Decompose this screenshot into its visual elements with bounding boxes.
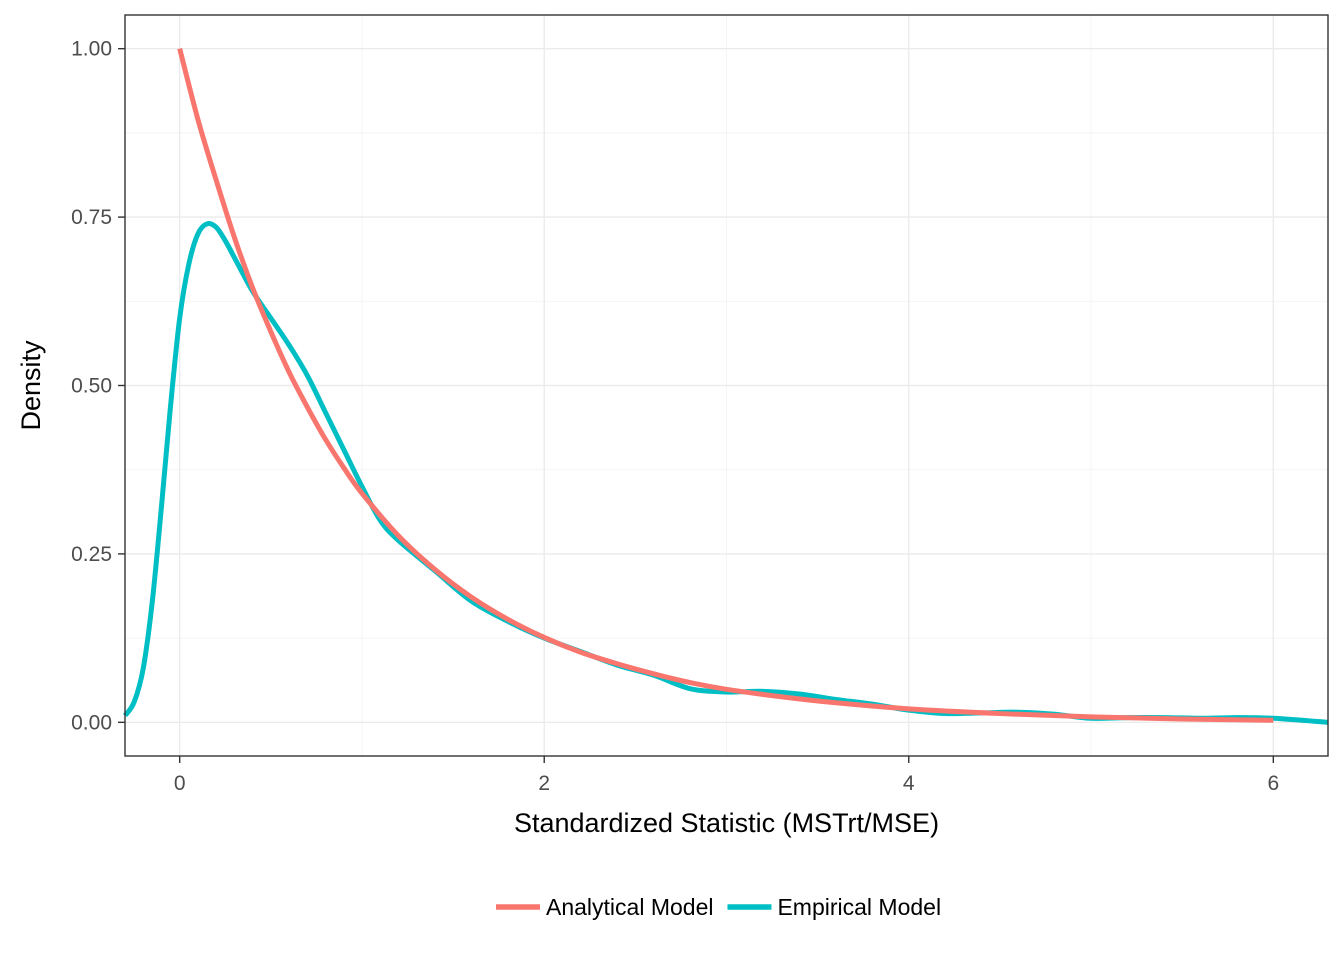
legend-label-analytical-model: Analytical Model [546, 894, 713, 920]
y-axis-title: Density [16, 340, 46, 431]
grid-lines [125, 15, 1328, 756]
x-tick-label: 2 [538, 772, 550, 795]
y-tick-label: 1.00 [71, 38, 112, 61]
analytical-model-line [177, 48, 1274, 723]
x-axis-title: Standardized Statistic (MSTrt/MSE) [514, 808, 939, 838]
y-tick-label: 0.75 [71, 206, 112, 229]
x-tick-label: 4 [903, 772, 915, 795]
x-tick-label: 6 [1267, 772, 1279, 795]
series-lines [122, 48, 1329, 725]
y-axis: 0.00 0.25 0.50 0.75 1.00 [71, 38, 125, 734]
x-axis: 0 2 4 6 [174, 756, 1279, 795]
y-tick-label: 0.00 [71, 711, 112, 734]
legend-label-empirical-model: Empirical Model [777, 894, 941, 920]
legend: Analytical Model Empirical Model [496, 894, 941, 920]
y-tick-label: 0.50 [71, 375, 112, 398]
y-tick-label: 0.25 [71, 543, 112, 566]
x-tick-label: 0 [174, 772, 186, 795]
